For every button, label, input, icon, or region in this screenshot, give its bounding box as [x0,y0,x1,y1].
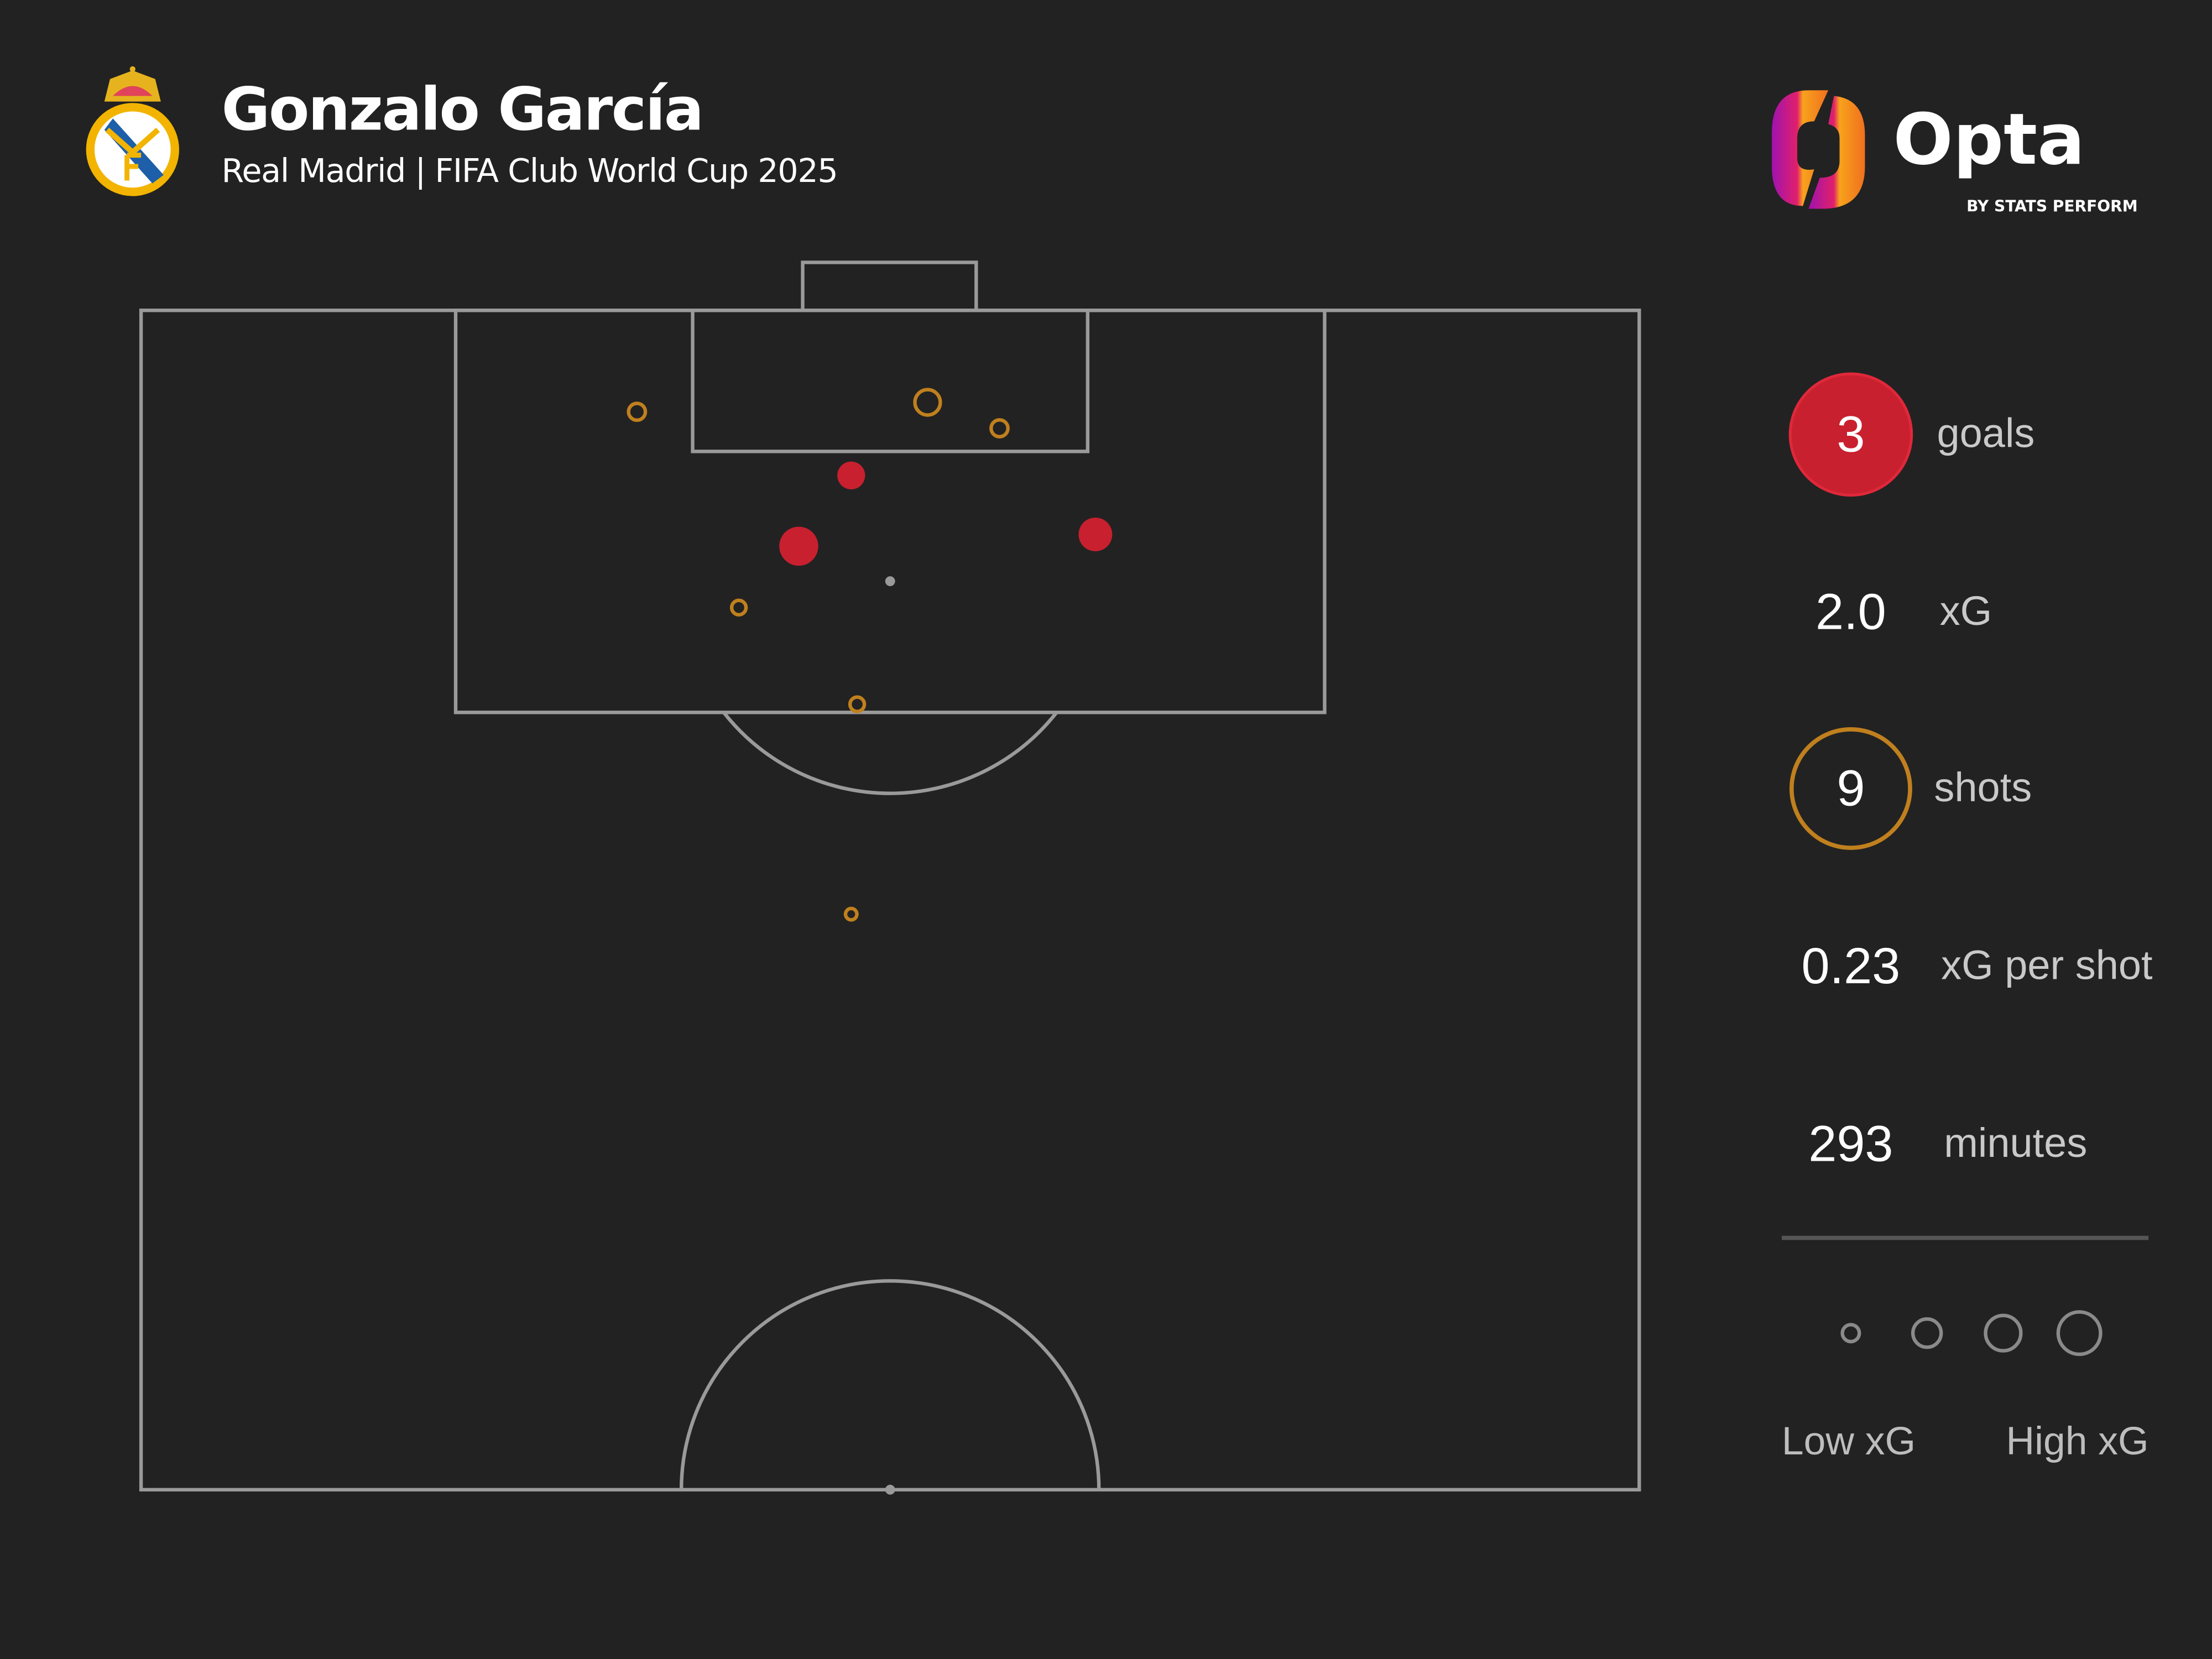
goal-marker [1078,517,1113,551]
center-spot [885,1484,895,1495]
shot-marker [913,388,942,417]
xg-per-shot-label: xG per shot [1941,943,2153,989]
goal-marker [779,526,818,566]
page-title: Gonzalo García [221,75,705,144]
svg-text:Opta: Opta [1893,99,2085,181]
xg-label: xG [1939,589,1992,635]
legend-circle-m [1984,1313,2023,1353]
shots-circle [1789,727,1912,850]
minutes-label: minutes [1944,1121,2088,1167]
legend-circle-s [1911,1317,1943,1349]
shot-marker [627,401,648,422]
shot-marker [989,418,1010,439]
penalty-arc [722,711,1058,795]
opta-tagline: BY STATS PERFORM [1966,197,2138,216]
opta-logo: Opta BY STATS PERFORM [1772,90,2138,216]
penalty-spot [885,576,895,586]
xg-per-shot-value: 0.23 [1801,936,1901,995]
goal [801,260,978,312]
legend-high-label: High xG [2006,1419,2149,1463]
minutes-value: 293 [1808,1114,1893,1172]
six-yard-box [691,309,1090,453]
page-subtitle: Real Madrid | FIFA Club World Cup 2025 [221,154,838,191]
shot-marker [843,906,859,922]
xg-size-legend [1840,1310,2103,1357]
shot-marker [848,695,867,713]
goal-marker [837,461,865,489]
goals-circle [1788,372,1913,497]
shots-label: shots [1934,766,2032,811]
divider [1781,1235,2149,1240]
shot-marker [729,598,748,617]
legend-low-label: Low xG [1781,1419,1916,1463]
legend-circle-l [2056,1310,2103,1357]
real-madrid-crest-logo [86,66,179,196]
goals-value: 3 [1837,405,1865,463]
pitch-outline [139,309,1641,1492]
center-circle [679,1279,1101,1490]
xg-value: 2.0 [1815,582,1886,641]
legend-circle-xs [1840,1323,1861,1344]
penalty-box [453,309,1327,714]
goals-label: goals [1937,411,2035,457]
shots-value: 9 [1837,759,1865,817]
